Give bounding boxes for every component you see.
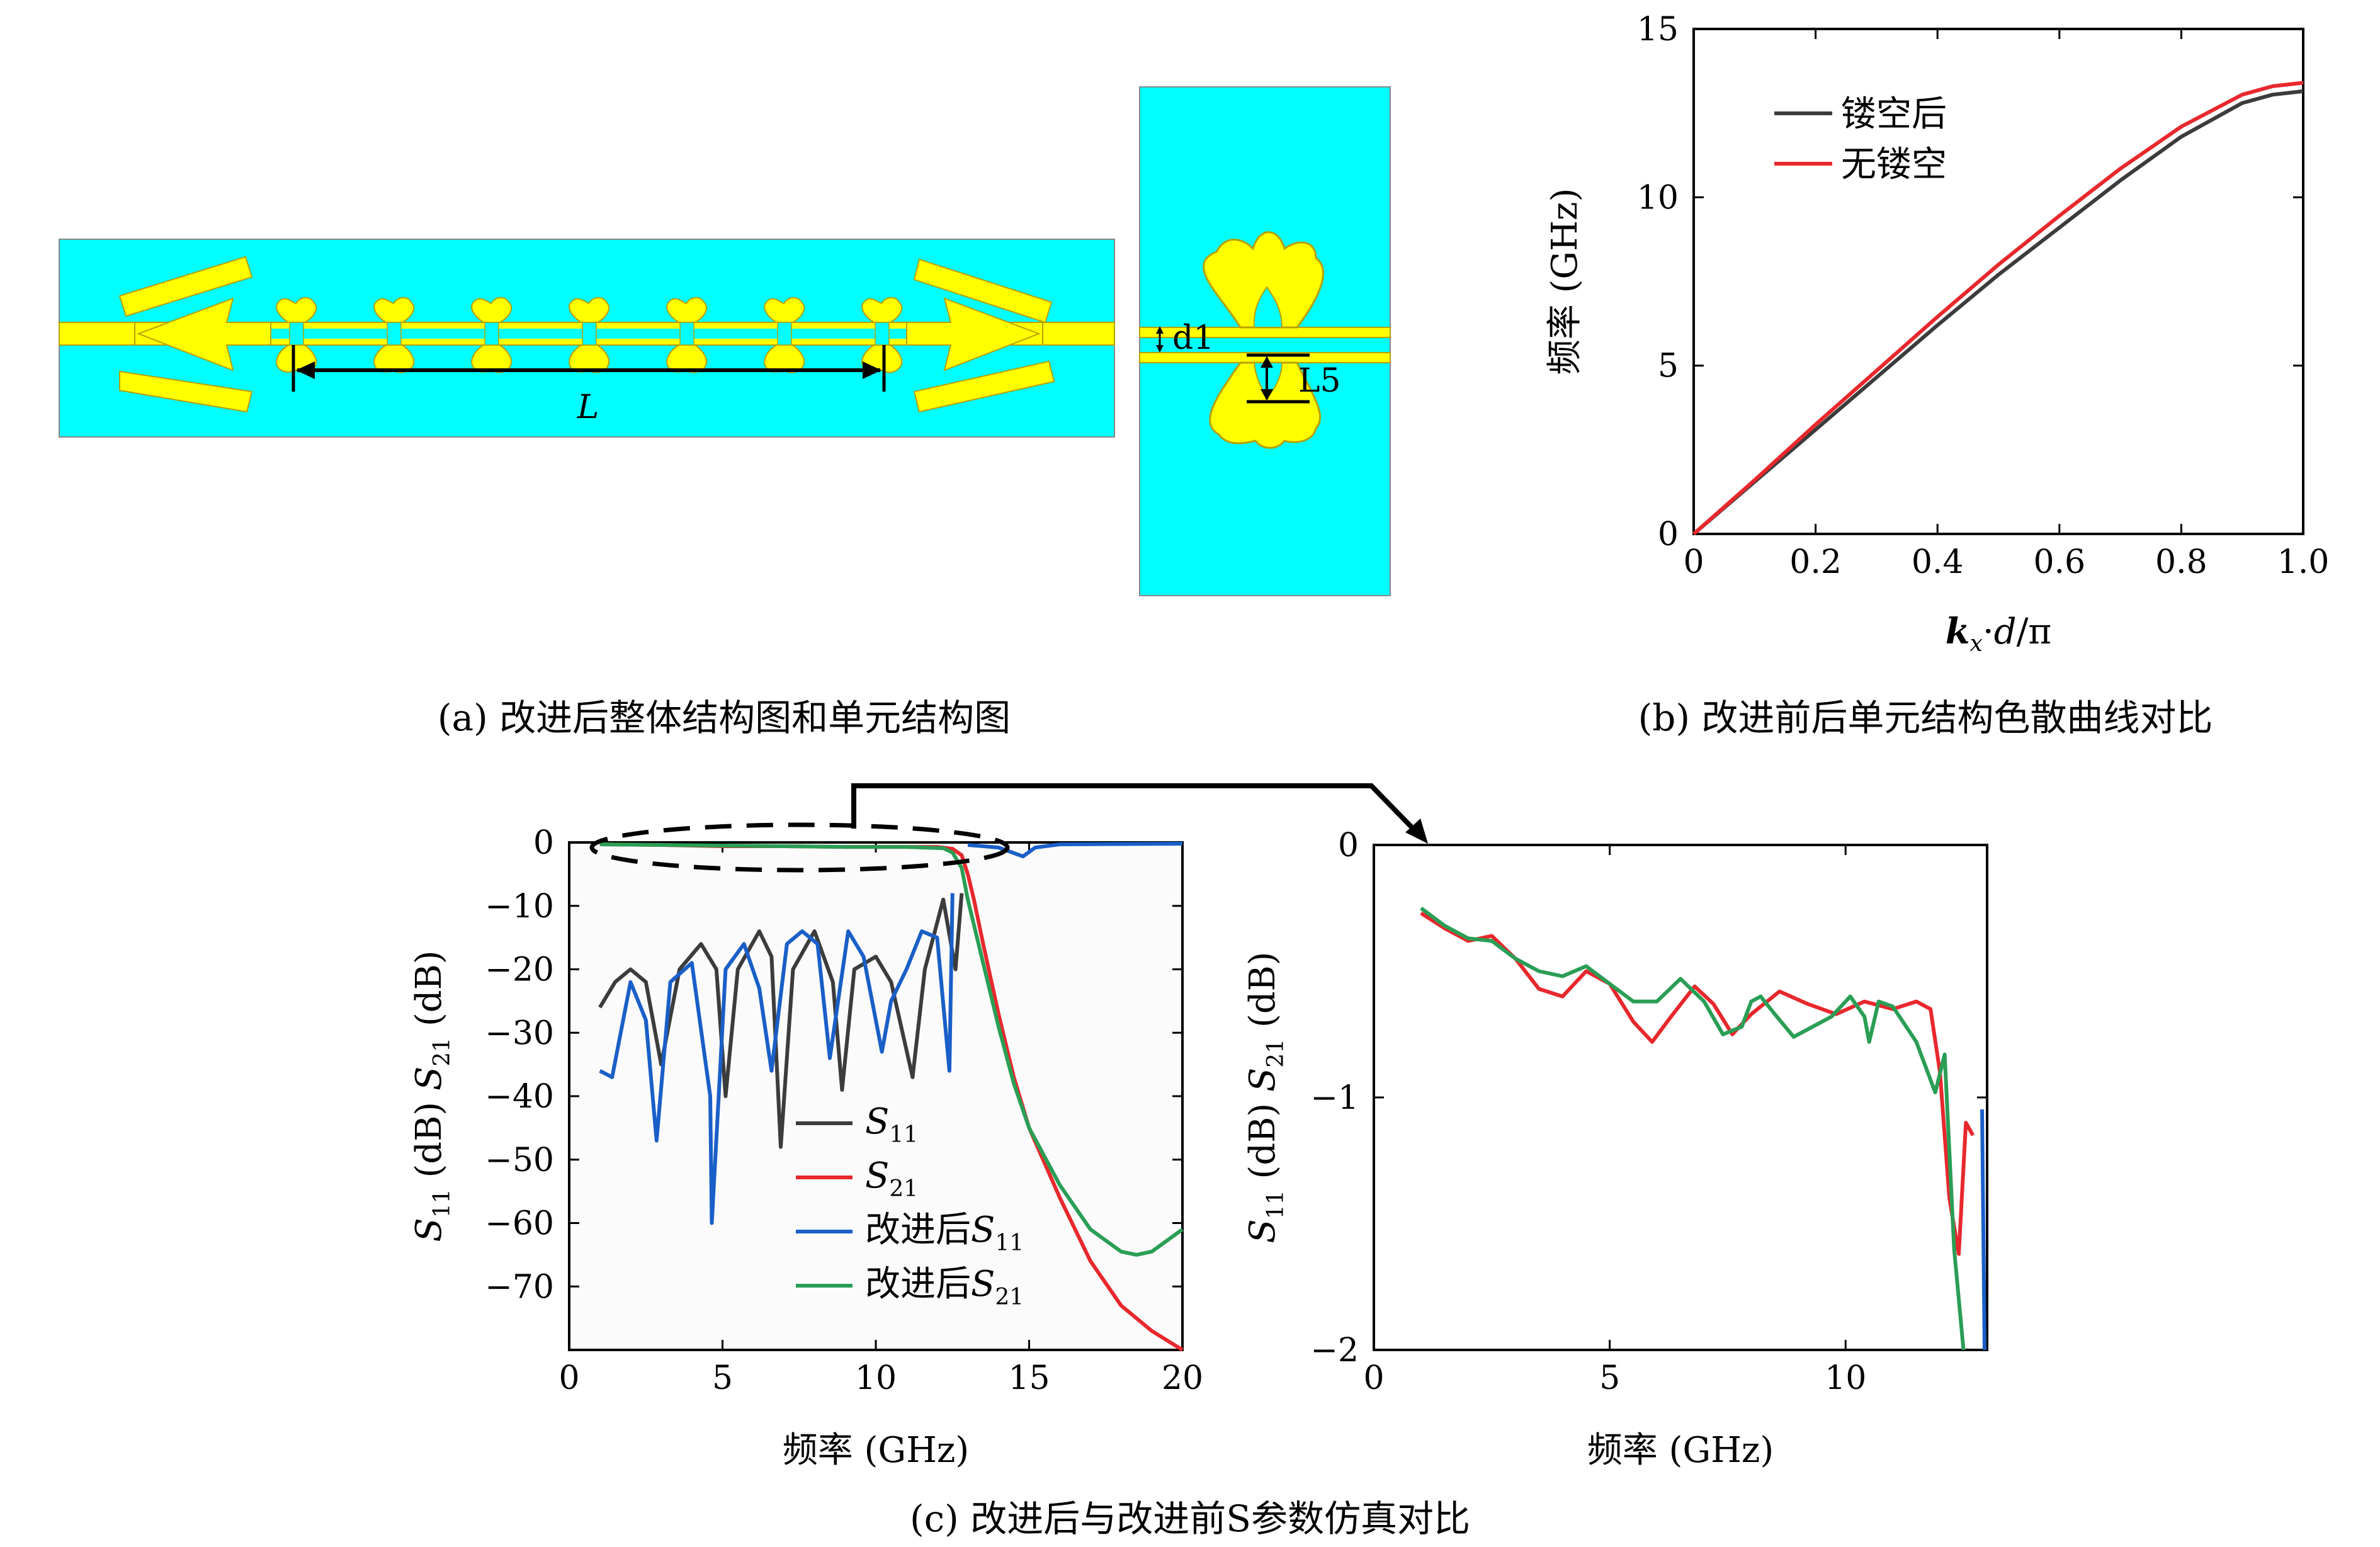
legend-label: S21	[865, 1155, 918, 1202]
x-axis-label: 频率 (GHz)	[783, 1430, 970, 1471]
unit-cell	[569, 297, 609, 373]
legend-label: S11	[865, 1101, 918, 1148]
panel-a-structure: L d1 L5	[59, 86, 1391, 596]
unit-cell	[666, 297, 707, 373]
unit-cell	[764, 297, 805, 373]
y-axis-label: S11 (dB) S21 (dB)	[409, 950, 455, 1242]
caption-c: (c) 改进后与改进前S参数仿真对比	[910, 1497, 1470, 1540]
dimension-L-label: L	[577, 388, 599, 426]
legend-label: 镂空后	[1841, 94, 1947, 135]
taper-stub-bottom-right	[913, 360, 1055, 413]
y-tick-label: −1	[1310, 1079, 1359, 1117]
unit-cell	[861, 297, 902, 373]
y-tick-label: 15	[1637, 11, 1679, 48]
unit-patch	[1203, 231, 1324, 449]
y-tick-label: −2	[1310, 1332, 1359, 1369]
dimension-d1-label: d1	[1172, 319, 1214, 357]
taper-stub-top-left	[118, 256, 253, 317]
x-tick-label: 15	[1008, 1359, 1050, 1397]
x-tick-label: 20	[1162, 1359, 1203, 1397]
s-parameter-chart-zoom: 0 5 10 0 −1 −2 频率 (GHz) S11 (dB) S21 (dB)	[1242, 827, 1988, 1471]
unit-substrate	[1139, 86, 1391, 596]
series-line	[1692, 89, 2304, 536]
s-parameter-chart-full: 0 5 10 15 20 0 −10 −20 −30 −40 −50 −60 −70 频率 (GHz) S1…	[409, 824, 1203, 1471]
unit-cell-row	[276, 297, 902, 373]
series-line	[599, 842, 1184, 1257]
x-tick-label: 0.8	[2155, 543, 2207, 581]
y-tick-label: −10	[485, 888, 554, 926]
x-tick-label: 0	[1363, 1359, 1384, 1397]
x-tick-label: 0.4	[1912, 543, 1964, 581]
x-tick-label: 10	[1825, 1359, 1866, 1397]
zoom-arrow	[851, 783, 1421, 837]
y-tick-label: −50	[485, 1142, 554, 1179]
zoom-ellipse	[589, 822, 1010, 873]
caption-a: (a) 改进后整体结构图和单元结构图	[438, 696, 1011, 739]
taper-stub-bottom-left	[119, 370, 253, 413]
x-tick-label: 1.0	[2277, 543, 2330, 581]
x-tick-label: 5	[712, 1359, 733, 1397]
y-tick-label: −40	[485, 1078, 554, 1116]
y-tick-label: −30	[485, 1014, 554, 1052]
x-tick-label: 5	[1599, 1359, 1620, 1397]
x-axis-label: kx·d/π	[1946, 611, 2051, 657]
y-axis-label: S11 (dB) S21 (dB)	[1242, 951, 1289, 1243]
y-tick-label: 0	[1658, 516, 1679, 553]
series-line	[599, 893, 955, 1225]
x-tick-label: 0.6	[2033, 543, 2085, 581]
x-tick-label: 0	[558, 1359, 579, 1397]
y-tick-label: 10	[1637, 179, 1679, 217]
series-line	[1692, 81, 2304, 536]
y-tick-label: −60	[485, 1205, 554, 1243]
y-tick-label: 5	[1658, 348, 1679, 385]
legend-label: 无镂空	[1841, 144, 1947, 185]
caption-b: (b) 改进前后单元结构色散曲线对比	[1638, 696, 2213, 739]
series-line	[598, 893, 964, 1149]
series-line	[1420, 911, 1975, 1256]
y-axis-label: 频率 (GHz)	[1544, 188, 1585, 375]
y-tick-label: −20	[485, 951, 554, 989]
unit-cell	[276, 297, 317, 373]
series-line	[967, 842, 1183, 859]
legend-label: 改进后S21	[865, 1264, 1024, 1310]
x-tick-label: 0.2	[1789, 543, 1842, 581]
legend-label: 改进后S11	[865, 1210, 1024, 1256]
taper-left	[137, 297, 271, 371]
taper-right	[906, 297, 1041, 371]
dispersion-chart: 0 0.2 0.4 0.6 0.8 1.0 0 5 10 15 kx·d/π 频率 (GHz) 镂空后无…	[1544, 11, 2329, 657]
series-line	[1980, 1109, 1986, 1351]
dimension-L5-label: L5	[1298, 362, 1341, 400]
x-axis-label: 频率 (GHz)	[1587, 1430, 1774, 1471]
plot-area	[1373, 844, 1988, 1351]
y-tick-label: 0	[1338, 827, 1359, 864]
series-line	[1420, 906, 1966, 1351]
y-tick-label: −70	[485, 1268, 554, 1306]
x-tick-label: 10	[855, 1359, 897, 1397]
plot-area	[1692, 28, 2304, 535]
x-tick-label: 0	[1683, 543, 1704, 581]
y-tick-label: 0	[533, 824, 554, 862]
